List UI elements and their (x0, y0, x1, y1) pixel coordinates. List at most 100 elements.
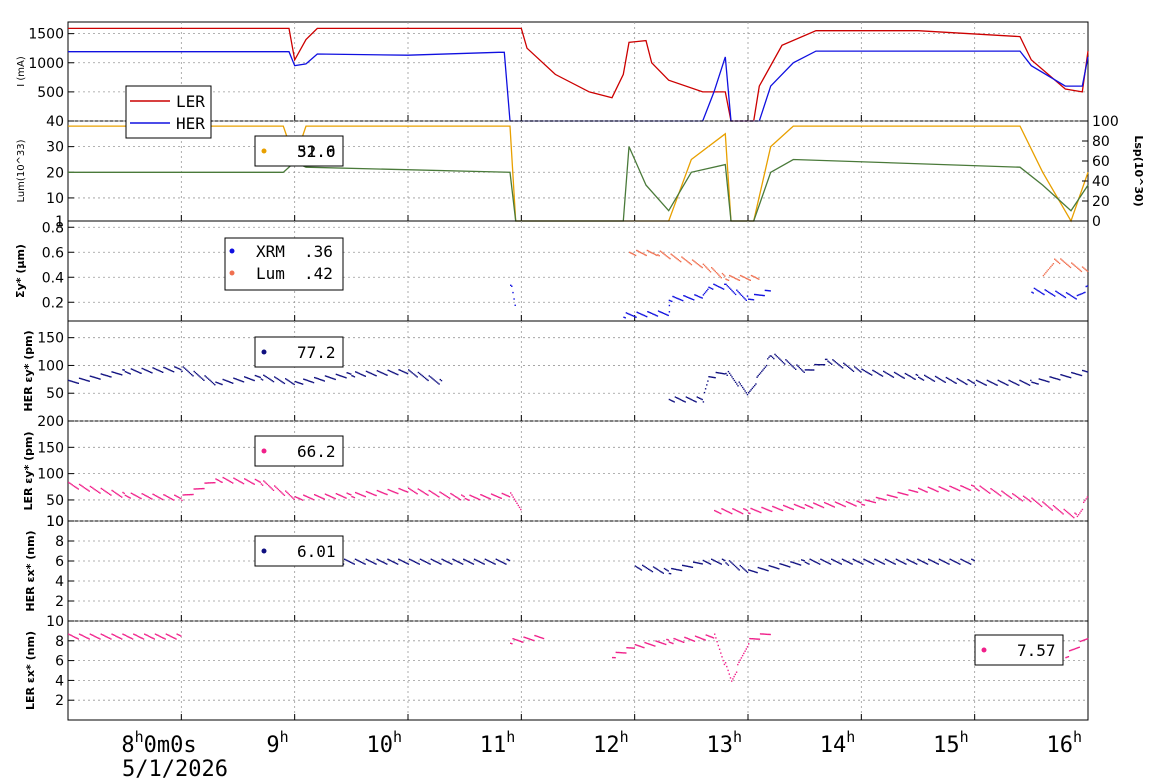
data-point (744, 277, 747, 279)
data-point (370, 372, 372, 375)
data-point (737, 510, 739, 512)
data-point (1021, 500, 1024, 502)
data-point (754, 638, 756, 640)
legend-box (224, 237, 344, 291)
data-point (1069, 513, 1071, 516)
data-point (314, 494, 316, 496)
data-point (197, 488, 199, 490)
data-point (734, 509, 736, 511)
data-point (691, 298, 694, 300)
data-point (673, 637, 675, 640)
data-point (377, 370, 380, 373)
data-point (991, 382, 993, 384)
data-point (722, 373, 725, 375)
data-point (738, 569, 740, 571)
data-point (1039, 291, 1042, 293)
data-point (374, 562, 376, 565)
data-point (810, 369, 812, 371)
data-point (338, 374, 340, 376)
data-point (725, 278, 727, 280)
data-point (708, 269, 710, 272)
data-point (711, 267, 713, 269)
data-point (996, 492, 998, 494)
data-point (688, 297, 690, 299)
data-point (1004, 493, 1007, 495)
data-point (1070, 649, 1072, 652)
data-point (1002, 491, 1004, 493)
data-point (878, 561, 881, 563)
data-point (336, 374, 339, 376)
data-point (805, 369, 808, 371)
data-point (820, 505, 822, 508)
data-point (387, 558, 389, 560)
data-point (453, 495, 456, 497)
legend-value: .42 (304, 264, 333, 283)
data-point (662, 312, 665, 314)
data-point (467, 499, 469, 501)
data-point (392, 371, 394, 374)
data-point (887, 559, 889, 562)
data-point (672, 642, 674, 645)
data-point (859, 562, 862, 564)
data-point (1044, 503, 1046, 505)
data-point (428, 489, 430, 492)
data-point (1079, 269, 1081, 272)
data-point (629, 647, 632, 649)
data-point (759, 633, 762, 635)
data-point (905, 563, 907, 565)
data-point (227, 380, 229, 382)
data-point (720, 512, 722, 515)
data-point (427, 494, 429, 496)
data-point (335, 373, 338, 376)
data-point (95, 636, 98, 638)
data-point (954, 487, 956, 490)
data-point (422, 559, 424, 562)
data-point (362, 374, 364, 376)
data-point (758, 567, 761, 569)
data-point (917, 558, 919, 560)
data-point (828, 361, 830, 363)
data-point (234, 378, 236, 380)
data-point (807, 562, 809, 565)
data-point (949, 485, 951, 487)
data-point (464, 497, 467, 500)
data-point (726, 279, 728, 281)
data-point (415, 375, 417, 377)
data-point (644, 254, 646, 256)
data-point (159, 370, 161, 372)
data-point (1068, 512, 1070, 515)
data-point (739, 293, 741, 295)
data-point (936, 490, 938, 492)
data-point (110, 376, 112, 378)
data-point (951, 486, 954, 489)
x-tick-label: 10h (366, 728, 402, 758)
data-point (437, 562, 440, 564)
data-point (193, 370, 195, 373)
data-point (866, 560, 869, 562)
data-point (946, 377, 949, 379)
data-point (796, 504, 798, 507)
data-point (743, 508, 745, 510)
data-point (942, 380, 944, 382)
data-point (169, 497, 171, 499)
data-point (324, 375, 327, 377)
data-point (764, 508, 767, 510)
data-point (224, 478, 227, 480)
data-point (820, 558, 822, 560)
data-point (650, 251, 652, 254)
data-point (965, 383, 967, 385)
data-point (230, 382, 233, 384)
data-point (457, 497, 459, 499)
data-point (1067, 292, 1069, 295)
data-point (99, 492, 101, 494)
data-point (720, 563, 722, 565)
data-point (1055, 290, 1057, 292)
data-point (954, 381, 956, 384)
data-point (441, 492, 444, 495)
data-point (104, 374, 106, 376)
data-point (398, 558, 400, 560)
data-point (699, 562, 701, 565)
data-point (769, 565, 772, 567)
data-point (124, 371, 127, 373)
data-point (377, 559, 380, 561)
